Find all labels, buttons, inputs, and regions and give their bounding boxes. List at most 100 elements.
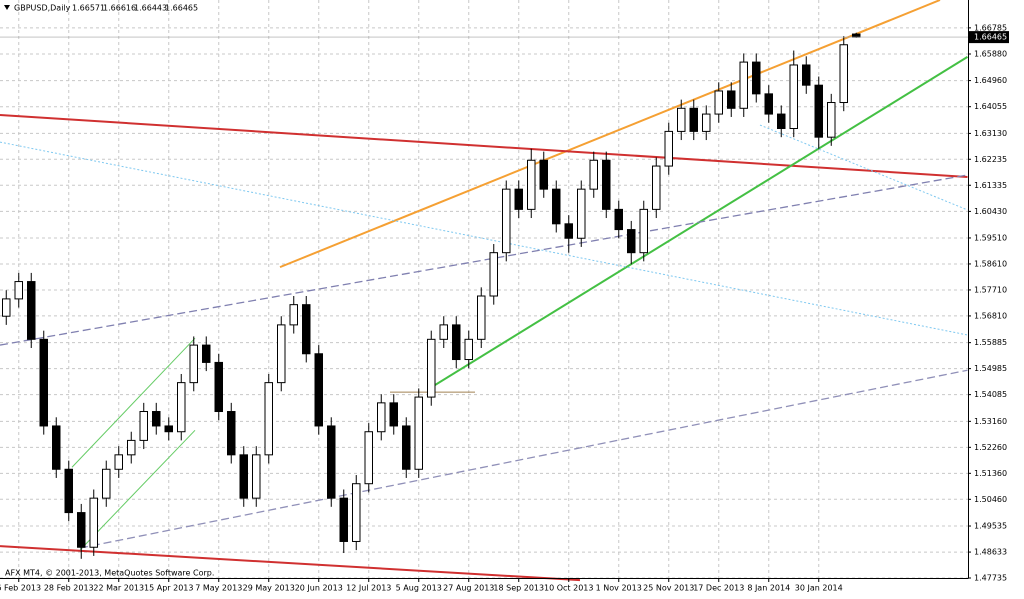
candle-body (102, 468, 111, 499)
candle-body (302, 304, 311, 355)
y-tick-label: 1.64055 (974, 102, 1007, 111)
y-tick-label: 1.51360 (974, 469, 1007, 478)
candle-body (664, 130, 673, 167)
x-tick-label: 8 Jan 2014 (747, 584, 790, 593)
candle-body (377, 402, 386, 433)
trend-line (0, 545, 581, 582)
x-tick-label: 25 Nov 2013 (643, 584, 694, 593)
candle-body (289, 304, 298, 326)
candle-body (89, 497, 98, 548)
trend-line (79, 369, 968, 549)
candle-body (264, 382, 273, 456)
watermark: AFX MT4, © 2001-2013, MetaQuotes Softwar… (5, 569, 214, 578)
candle-body (239, 454, 248, 499)
x-tick-label: 5 Aug 2013 (396, 584, 442, 593)
candle-body (127, 439, 136, 456)
candle-body (414, 396, 423, 470)
trend-line (71, 337, 196, 468)
candle-body (752, 61, 761, 95)
x-tick-label: 28 Feb 2013 (44, 584, 94, 593)
candle-body (452, 324, 461, 361)
candle-body (552, 188, 561, 225)
candle-body (477, 295, 486, 340)
y-tick-label: 1.59510 (974, 233, 1007, 242)
candle-body (389, 402, 398, 427)
candle-body (852, 33, 861, 38)
trend-line (0, 113, 968, 179)
y-tick-label: 1.50460 (974, 495, 1007, 504)
candle-body (539, 159, 548, 190)
current-price-label: 1.66465 (974, 33, 1007, 42)
y-tick-label: 1.54985 (974, 364, 1007, 373)
candle-body (177, 382, 186, 433)
candle-body (402, 425, 411, 470)
x-tick-label: 20 Jun 2013 (295, 584, 343, 593)
candle-body (627, 229, 636, 254)
header: GBPUSD,Daily 1.66571 1.66616 1.66443 1.6… (14, 4, 198, 13)
y-tick-label: 1.47735 (974, 574, 1007, 583)
candle-body (64, 468, 73, 514)
candle-body (52, 425, 61, 470)
candle-body (764, 93, 773, 115)
candle-body (139, 411, 148, 441)
candle-body (152, 411, 161, 427)
candle-body (277, 324, 286, 384)
candle-body (564, 223, 573, 239)
candle-body (427, 338, 436, 398)
candle-body (702, 113, 711, 132)
candle-body (839, 44, 848, 104)
candle-body (202, 344, 211, 363)
y-tick-label: 1.48633 (974, 548, 1007, 557)
candle-body (814, 84, 823, 138)
candle-body (77, 512, 86, 548)
candle-body (677, 107, 686, 132)
candle-body (714, 90, 723, 115)
y-tick-label: 1.66785 (974, 23, 1007, 32)
trend-line (759, 124, 968, 211)
open-value: 1.66571 (72, 4, 105, 13)
y-tick-label: 1.52260 (974, 443, 1007, 452)
y-tick-label: 1.63130 (974, 129, 1007, 138)
trend-line (0, 174, 968, 346)
y-tick-label: 1.53160 (974, 417, 1007, 426)
x-tick-label: 18 Sep 2013 (493, 584, 544, 593)
candles (2, 32, 861, 559)
candle-body (189, 344, 198, 384)
candle-body (689, 107, 698, 132)
current-price-box (969, 31, 1009, 44)
candle-body (802, 64, 811, 86)
candle-body (602, 159, 611, 210)
candle-body (2, 298, 11, 317)
x-tick-label: 27 Aug 2013 (443, 584, 494, 593)
candle-body (502, 188, 511, 254)
grid (0, 0, 968, 579)
y-tick-label: 1.60430 (974, 207, 1007, 216)
candle-body (464, 338, 473, 361)
x-tick-label: 15 Apr 2013 (144, 584, 193, 593)
candle-body (739, 61, 748, 109)
candle-body (39, 338, 48, 427)
candle-body (827, 102, 836, 138)
trend-line (0, 141, 968, 336)
x-tick-label: 12 Jul 2013 (346, 584, 391, 593)
x-tick-label: 30 Jan 2014 (795, 584, 843, 593)
trend-lines (0, 0, 969, 582)
trend-line (279, 0, 941, 269)
candle-body (364, 431, 373, 485)
y-tick-label: 1.65880 (974, 50, 1007, 59)
candle-body (227, 411, 236, 456)
x-tick-label: 10 Oct 2013 (544, 584, 593, 593)
x-tick-label: 17 Dec 2013 (693, 584, 744, 593)
candle-body (527, 159, 536, 210)
y-tick-label: 1.64960 (974, 76, 1007, 85)
candle-body (514, 188, 523, 210)
y-tick-label: 1.61335 (974, 181, 1007, 190)
candle-body (777, 113, 786, 130)
candle-body (252, 454, 261, 499)
candle-body (327, 425, 336, 499)
candle-body (439, 324, 448, 340)
candle-body (577, 188, 586, 239)
